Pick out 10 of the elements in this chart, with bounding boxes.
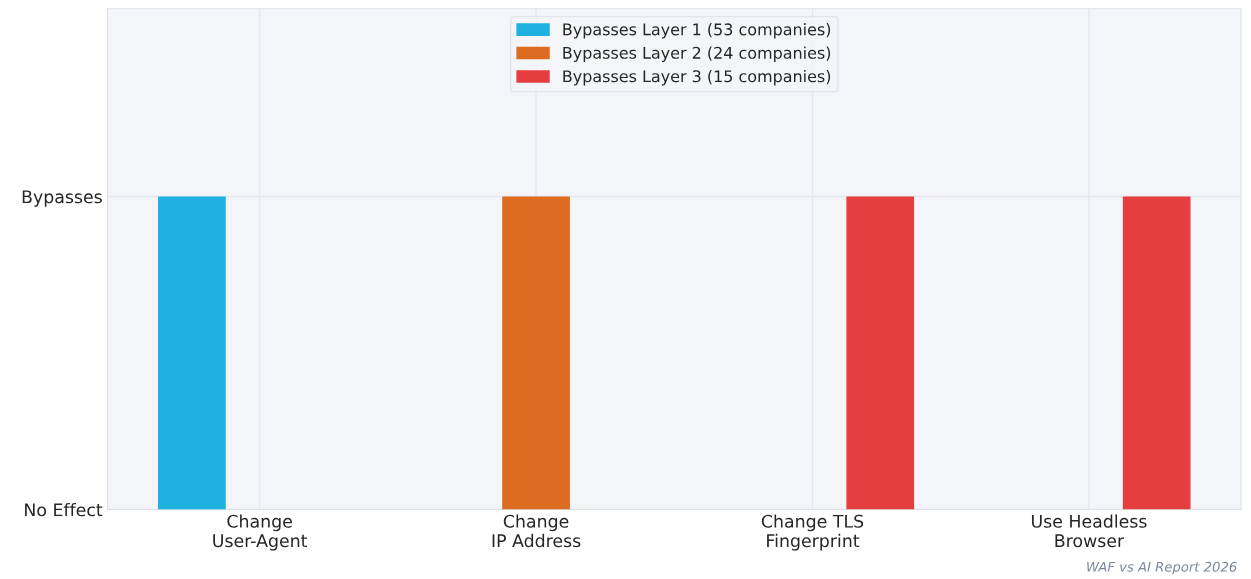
x-tick-label: Change TLS Fingerprint <box>761 514 864 551</box>
legend-label: Bypasses Layer 1 (53 companies) <box>563 23 831 39</box>
x-tick-label: Change User-Agent <box>213 514 308 551</box>
x-tick-label: Change IP Address <box>492 514 581 548</box>
legend-label: Bypasses Layer 3 (15 companies) <box>563 69 831 86</box>
text: WAF vs AI Report 2026 <box>1087 561 1237 575</box>
text: No Effect <box>25 502 103 517</box>
x-tick-label: Use Headless Browser <box>1031 514 1147 548</box>
legend-label: Bypasses Layer 2 (24 companies) <box>563 46 831 62</box>
text: Bypasses <box>22 190 102 207</box>
